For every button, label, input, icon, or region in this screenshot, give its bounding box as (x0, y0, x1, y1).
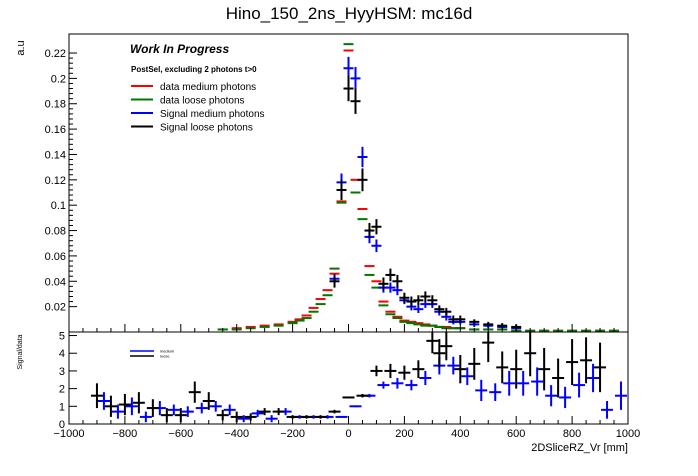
top-y-tick-label: 0.2 (51, 73, 66, 85)
x-tick-label: −800 (113, 428, 138, 440)
top-y-tick-label: 0.22 (45, 48, 66, 60)
legend-label: data loose photons (160, 96, 245, 107)
ratio-y-tick-label: 1 (59, 401, 65, 413)
ratio-y-tick-label: 2 (59, 384, 65, 396)
x-tick-label: 1000 (616, 428, 640, 440)
top-y-tick-label: 0.06 (45, 251, 66, 263)
x-tick-label: −200 (280, 428, 305, 440)
ratio-y-tick-label: 0 (59, 419, 65, 431)
top-y-tick-label: 0.1 (51, 200, 66, 212)
x-tick-label: 400 (451, 428, 469, 440)
top-y-tick-label: 0.18 (45, 99, 66, 111)
top-plot-series (217, 43, 620, 332)
ratio-x-axis: −1000 −800 −600 −400 −200 0 200 400 600 800 1000 (54, 324, 640, 440)
top-y-tick-label: 0.08 (45, 226, 66, 238)
x-tick-label: −1000 (54, 428, 85, 440)
x-tick-label: 600 (507, 428, 525, 440)
ratio-series-loose (90, 332, 607, 423)
ratio-plot-series (90, 332, 628, 423)
legend-label: Signal loose photons (160, 123, 253, 134)
top-y-tick-label: 0.02 (45, 302, 66, 314)
selection-label: PostSel, excluding 2 photons t>0 (131, 65, 257, 74)
ratio-y-axis-label: Signal/data (17, 334, 24, 369)
work-in-progress-label: Work In Progress (130, 42, 229, 56)
x-tick-label: −600 (168, 428, 193, 440)
legend-label: data medium photons (160, 82, 256, 93)
top-y-tick-label: 0.04 (45, 276, 66, 288)
x-tick-label: −400 (224, 428, 249, 440)
ratio-y-axis: 0 1 2 3 4 5 (59, 331, 77, 431)
top-y-tick-label: 0.14 (45, 149, 66, 161)
x-axis-label: 2DSliceRZ_Vr [mm] (531, 442, 628, 454)
x-tick-label: 200 (395, 428, 413, 440)
top-y-tick-label: 0.16 (45, 124, 66, 136)
x-tick-label: 800 (563, 428, 581, 440)
ratio-series-medium (97, 356, 628, 423)
chart-title: Hino_150_2ns_HyyHSM: mc16d (226, 4, 473, 23)
series-signal-loose-photons (329, 75, 522, 330)
ratio-y-tick-label: 4 (59, 348, 65, 360)
ratio-legend-label: medium (160, 349, 175, 354)
top-legend: data medium photons data loose photons Sig… (131, 82, 265, 134)
ratio-y-tick-label: 3 (59, 366, 65, 378)
top-y-axis-label: a.u (15, 40, 27, 55)
top-y-tick-label: 0.12 (45, 175, 66, 187)
ratio-y-tick-label: 5 (59, 331, 65, 343)
ratio-legend-label: loose (160, 354, 170, 359)
legend-label: Signal medium photons (160, 109, 265, 120)
top-y-axis: 0.02 0.04 0.06 0.08 0.1 0.12 0.14 0.16 0.18 0.2 0.… (45, 48, 77, 314)
x-tick-label: 0 (345, 428, 351, 440)
